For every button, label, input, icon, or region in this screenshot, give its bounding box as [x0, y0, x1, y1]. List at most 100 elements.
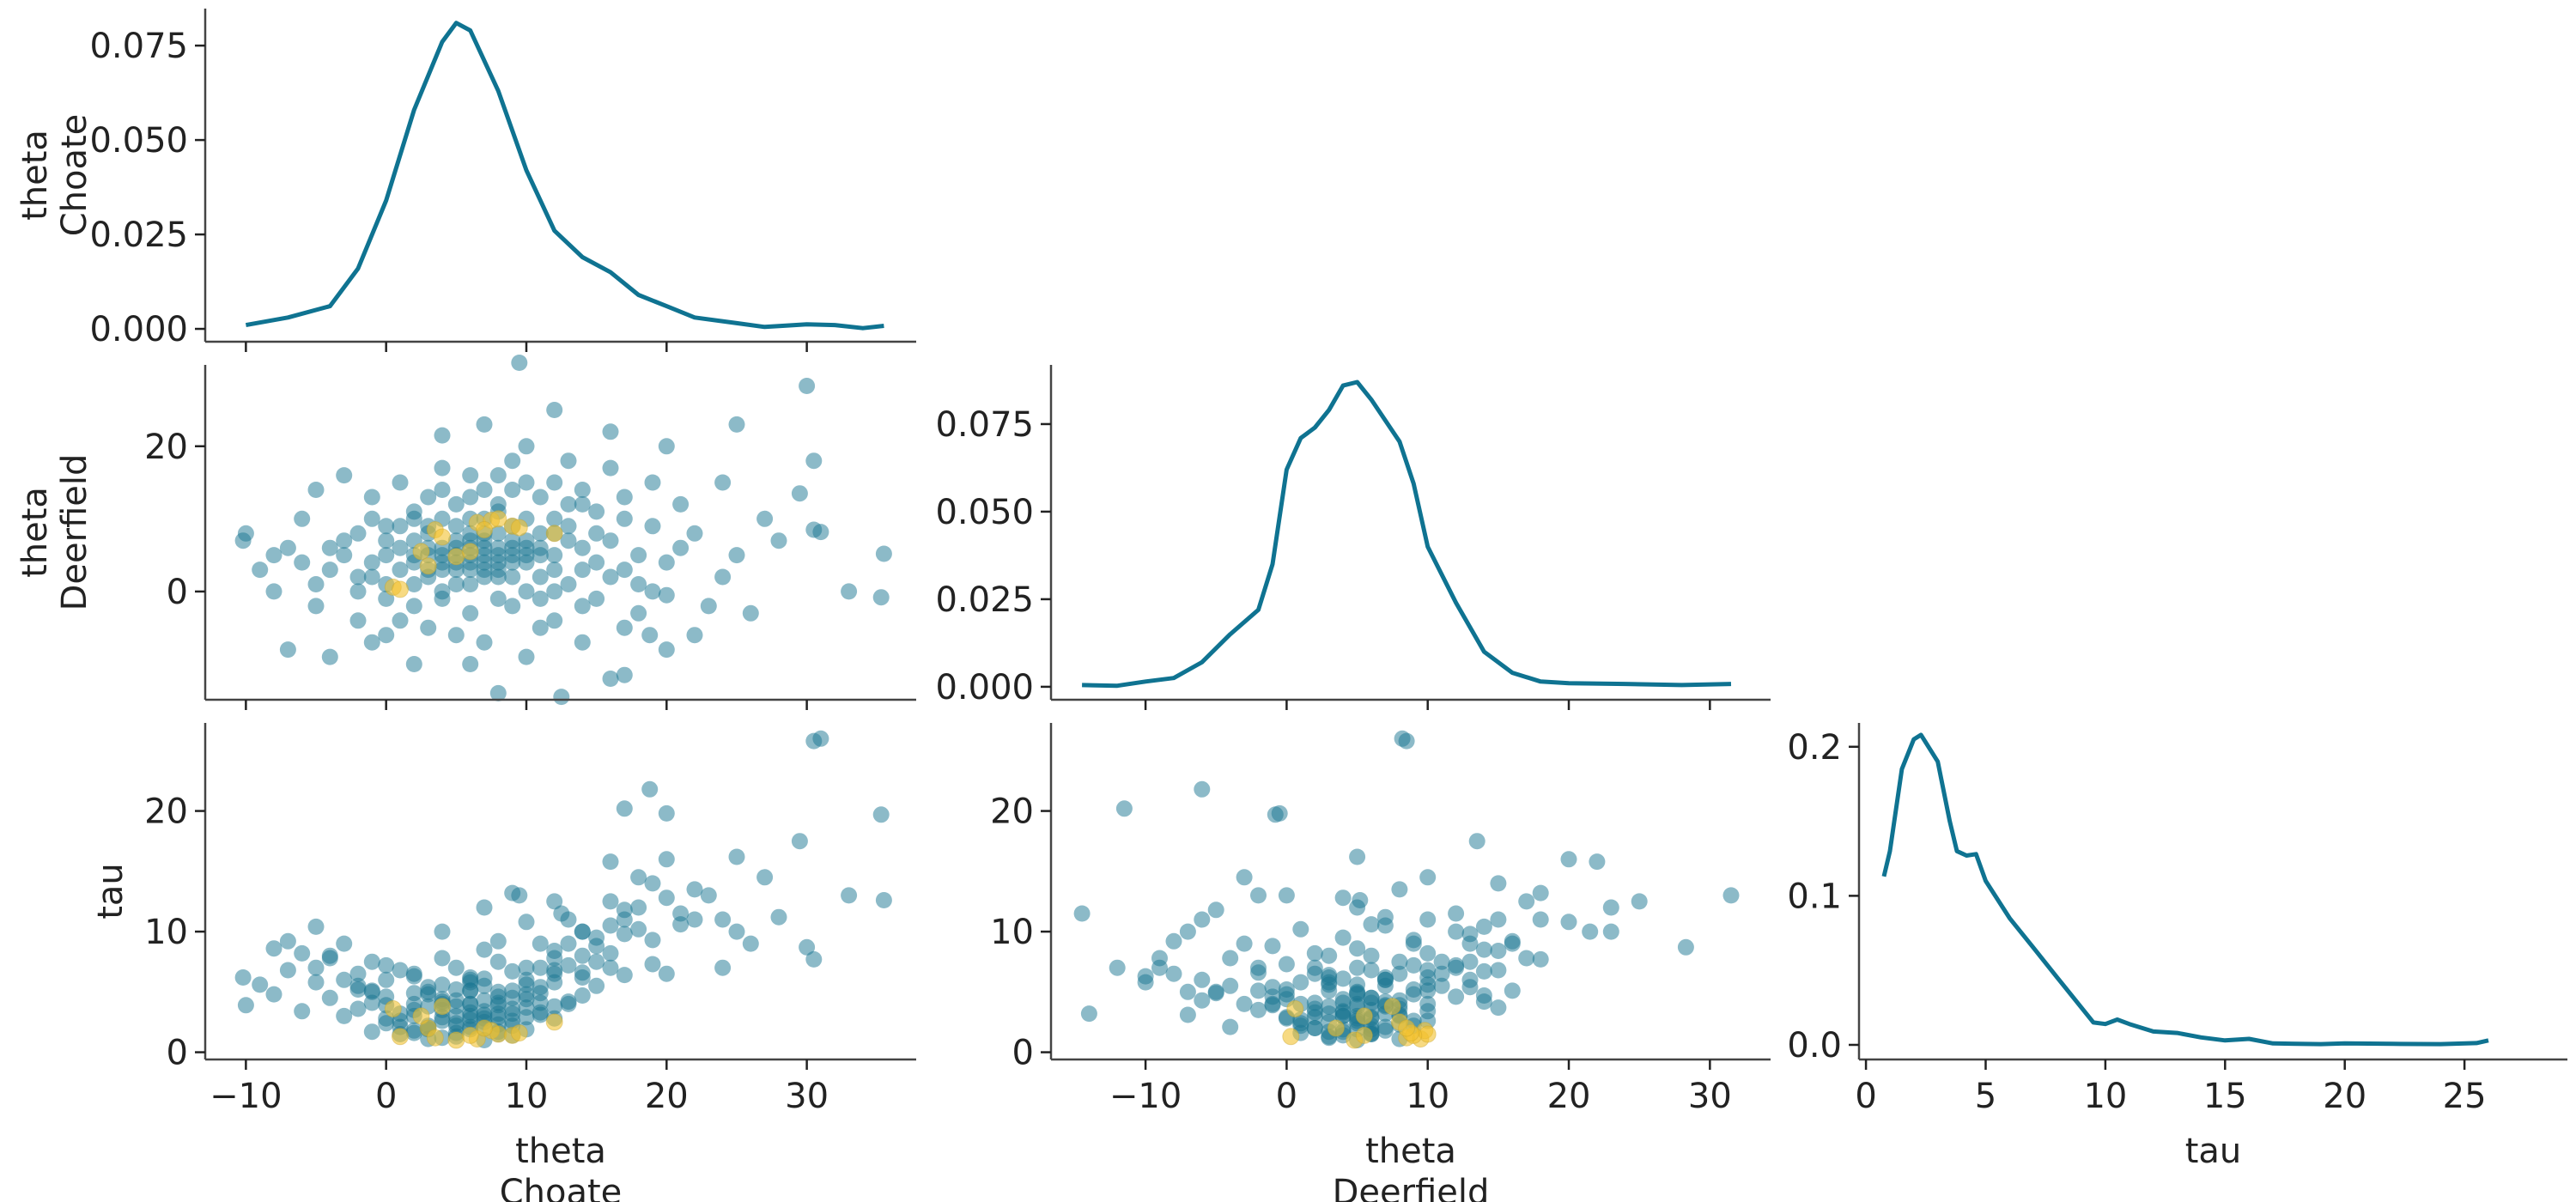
sample-point [546, 998, 563, 1015]
sample-point [812, 730, 829, 747]
sample-point [841, 583, 858, 600]
sample-point [518, 959, 535, 976]
sample-point [378, 1015, 395, 1032]
sample-point [336, 547, 353, 564]
sample-point [434, 923, 451, 940]
sample-point [630, 869, 647, 886]
sample-point [294, 944, 311, 962]
sample-point [616, 510, 633, 527]
sample-point [1433, 953, 1450, 970]
sample-point [1419, 911, 1437, 928]
sample-point [307, 918, 325, 935]
sample-point [489, 590, 507, 607]
sample-point [1334, 929, 1352, 946]
sample-point [1109, 959, 1126, 976]
sample-point [511, 355, 528, 371]
sample-point [1448, 956, 1465, 974]
sample-point [1349, 985, 1366, 1002]
sample-point [1391, 953, 1408, 970]
kde-line-tau [1881, 732, 2489, 1047]
sample-point [1222, 950, 1239, 967]
divergence-point [384, 1000, 402, 1017]
sample-point [1292, 974, 1309, 991]
sample-point [1207, 985, 1224, 1002]
sample-point [1334, 991, 1352, 1008]
sample-point [1405, 932, 1422, 949]
sample-point [799, 938, 816, 956]
sample-point [1165, 965, 1182, 982]
sample-point [447, 627, 465, 644]
sample-point [1448, 923, 1465, 940]
sample-point [1631, 893, 1648, 910]
y-tick-label: 20 [990, 792, 1034, 832]
divergence-point [545, 525, 563, 543]
sample-point [574, 987, 591, 1004]
sample-point [1349, 959, 1366, 976]
sample-point [658, 965, 675, 982]
sample-point [279, 539, 296, 556]
kde-line-deerfield [1082, 379, 1732, 689]
sample-point [489, 994, 507, 1011]
sample-point [1321, 947, 1338, 964]
sample-point [791, 485, 808, 502]
sample-point [1461, 953, 1479, 970]
sample-point [462, 467, 479, 484]
sample-point [658, 554, 675, 571]
sample-point [1363, 916, 1380, 933]
sample-point [616, 619, 633, 636]
sample-point [363, 953, 380, 970]
sample-point [234, 969, 252, 986]
sample-point [462, 1004, 479, 1021]
sample-point [518, 583, 535, 600]
sample-point [630, 604, 647, 622]
sample-point [378, 627, 395, 644]
sample-point [489, 568, 507, 586]
sample-point [1589, 853, 1606, 871]
sample-point [532, 959, 549, 976]
sample-point [518, 547, 535, 564]
sample-point [307, 482, 325, 498]
sample-point [1602, 899, 1619, 916]
sample-point [1207, 902, 1224, 919]
sample-point [532, 525, 549, 542]
sample-point [420, 619, 437, 636]
x-axis-label: tau [2185, 1132, 2242, 1171]
sample-point [1321, 998, 1338, 1015]
sample-point [532, 935, 549, 952]
sample-point [349, 525, 367, 542]
sample-point [434, 583, 451, 600]
sample-point [476, 416, 493, 433]
sample-point [489, 554, 507, 571]
x-tick-label: 15 [2203, 1077, 2247, 1116]
x-tick-label: 10 [505, 1077, 549, 1116]
sample-point [560, 995, 577, 1012]
sample-point [532, 568, 549, 586]
y-axis-label: Choate [55, 114, 94, 237]
sample-point [434, 976, 451, 993]
sample-point [875, 892, 892, 908]
x-axis-label: Choate [500, 1173, 623, 1202]
sample-point [791, 833, 808, 850]
divergence-point [476, 521, 493, 538]
sample-point [1490, 911, 1507, 928]
sample-point [872, 806, 890, 823]
sample-point [616, 967, 633, 984]
sample-point [644, 956, 661, 973]
divergence-point [545, 1013, 563, 1031]
sample-point [363, 982, 380, 999]
sample-point [1518, 893, 1535, 910]
sample-point [1250, 887, 1267, 904]
divergence-point [392, 1028, 409, 1046]
sample-point [546, 402, 563, 418]
sample-point [1461, 971, 1479, 988]
sample-point [504, 598, 521, 615]
sample-point [1532, 950, 1549, 968]
sample-point [1490, 962, 1507, 979]
sample-point [1165, 932, 1182, 950]
sample-point [630, 920, 647, 938]
sample-point [658, 851, 675, 868]
panel-kde-5: 0.0 0.1 0.2 0 5 10 15 20 25 tau [1787, 723, 2567, 1171]
divergence-point [510, 519, 528, 537]
sample-point [756, 510, 774, 527]
sample-point [434, 547, 451, 564]
